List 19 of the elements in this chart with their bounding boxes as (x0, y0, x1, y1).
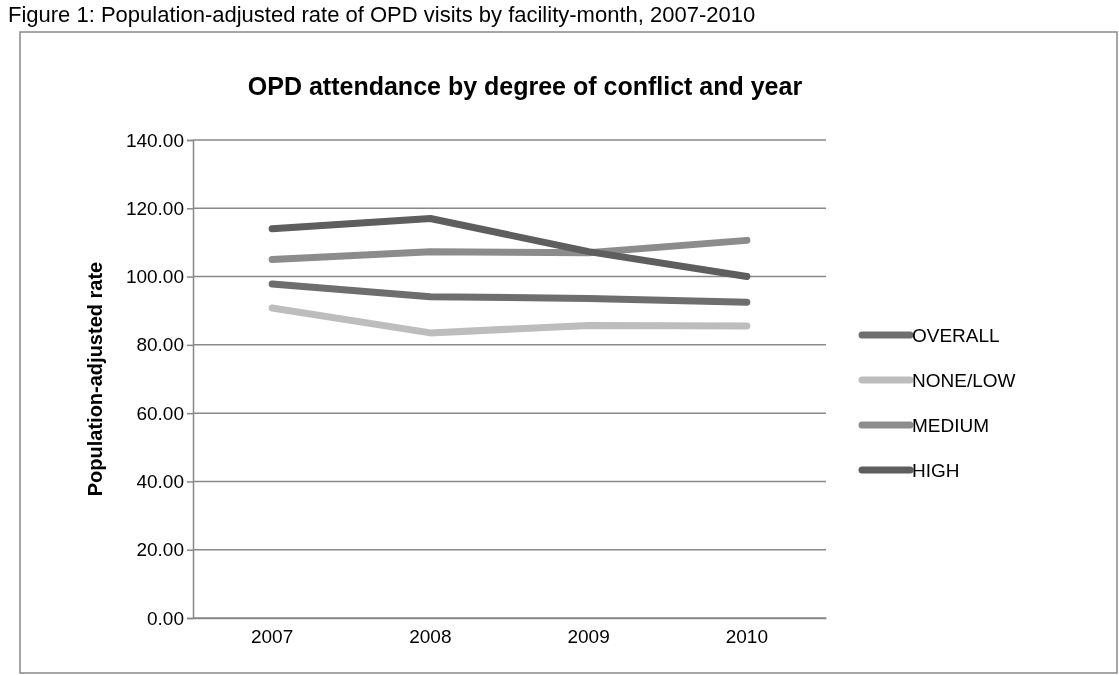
y-tick-label: 40.00 (136, 471, 184, 493)
y-tick-label: 20.00 (136, 539, 184, 561)
legend-label: OVERALL (912, 325, 1000, 346)
y-tick-label: 120.00 (125, 197, 184, 219)
y-axis-title: Population-adjusted rate (84, 261, 106, 497)
x-tick-label: 2008 (409, 626, 452, 648)
x-tick-label: 2007 (250, 626, 294, 648)
y-tick-label: 80.00 (136, 334, 184, 356)
y-tick-label: 60.00 (136, 402, 184, 424)
x-tick-label: 2010 (725, 626, 769, 648)
x-tick-label: 2009 (567, 626, 610, 648)
caption: Figure 1: Population-adjusted rate of OPD visits by facility-month, 2007-2010 (8, 2, 756, 27)
y-tick-label: 0.00 (147, 607, 184, 629)
y-tick-label: 100.00 (125, 266, 184, 288)
legend-label: MEDIUM (912, 415, 990, 436)
y-tick-label: 140.00 (125, 129, 184, 151)
legend-label: HIGH (912, 460, 960, 481)
legend-label: NONE/LOW (912, 370, 1016, 391)
chart-title: OPD attendance by degree of conflict and year (247, 72, 803, 100)
